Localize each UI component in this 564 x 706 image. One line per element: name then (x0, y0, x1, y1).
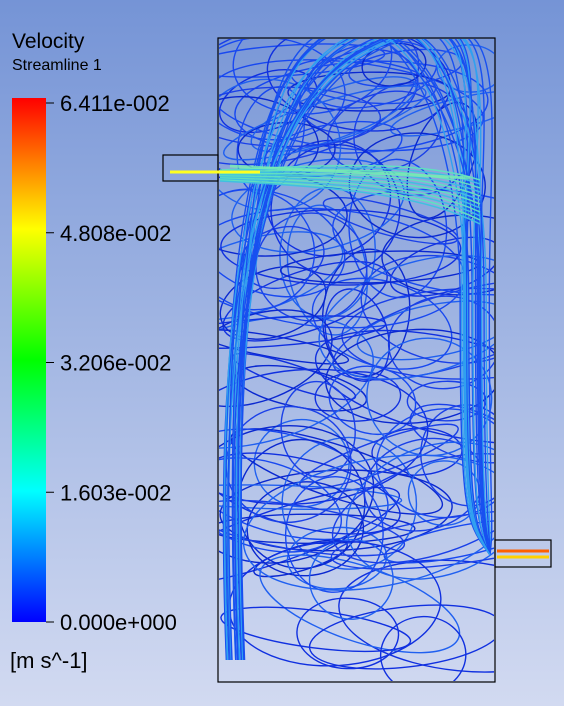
streamline (299, 423, 459, 490)
streamline (219, 469, 453, 552)
tick-label: 1.603e-002 (60, 480, 171, 505)
streamline (219, 177, 481, 213)
streamline (219, 176, 481, 209)
streamline (219, 180, 481, 225)
streamline (308, 538, 394, 620)
streamline (436, 44, 494, 93)
streamline (284, 476, 384, 593)
inlet-jet (229, 164, 471, 180)
streamline (308, 604, 494, 670)
streamline (280, 380, 356, 478)
streamline (223, 39, 491, 661)
legend-unit: [m s^-1] (10, 648, 88, 673)
streamline (226, 39, 491, 661)
streamline (223, 39, 491, 661)
streamline (219, 188, 346, 298)
tick-label: 6.411e-002 (60, 91, 170, 116)
streamline (379, 615, 467, 681)
streamline (223, 85, 427, 161)
streamline (286, 526, 388, 590)
streamline (389, 236, 494, 297)
streamline (237, 39, 491, 661)
streamline (246, 481, 365, 577)
streamline (234, 39, 491, 661)
streamline (356, 300, 494, 361)
streamline (366, 337, 493, 457)
streamline (219, 499, 406, 557)
tick-label: 3.206e-002 (60, 351, 171, 376)
streamline (219, 315, 387, 349)
streamline (383, 519, 494, 564)
streamlines (219, 39, 494, 681)
streamline (238, 39, 491, 661)
legend-title: Velocity (12, 30, 85, 53)
tick-label: 0.000e+000 (60, 610, 177, 635)
streamline (311, 277, 453, 370)
streamline (327, 90, 442, 173)
streamline (338, 559, 494, 673)
color-bar (12, 98, 46, 622)
inlet-pipe (162, 154, 219, 182)
streamline (219, 484, 403, 510)
streamline (296, 597, 400, 670)
streamline (228, 39, 491, 661)
streamline (220, 606, 412, 653)
streamline (330, 508, 494, 570)
streamline (222, 260, 388, 342)
streamline (227, 39, 491, 661)
streamline (219, 174, 481, 201)
streamline (348, 132, 486, 239)
streamline (219, 178, 481, 217)
outlet-pipe (494, 539, 552, 568)
streamline (219, 231, 344, 321)
color-bar-ticks: 6.411e-002 4.808e-002 3.206e-002 1.603e-002… (46, 91, 177, 635)
streamline (219, 486, 401, 586)
streamline (219, 175, 481, 205)
domain-outline (217, 37, 496, 683)
streamline (231, 39, 491, 661)
streamline (314, 371, 402, 422)
streamline (219, 69, 318, 134)
streamline (219, 169, 481, 189)
streamline (232, 39, 393, 115)
streamline (331, 453, 494, 564)
streamline (242, 454, 494, 591)
legend-subtitle: Streamline 1 (12, 57, 102, 74)
streamline (219, 452, 401, 535)
streamline (318, 254, 494, 380)
streamline (232, 39, 491, 661)
tick-label: 4.808e-002 (60, 221, 171, 246)
streamline (219, 39, 420, 166)
streamline (231, 158, 405, 253)
streamline (219, 179, 481, 221)
streamline (219, 172, 481, 197)
streamline (240, 39, 491, 661)
streamline (219, 266, 327, 340)
streamline (324, 288, 390, 382)
streamline (230, 428, 444, 515)
streamline (219, 428, 389, 541)
